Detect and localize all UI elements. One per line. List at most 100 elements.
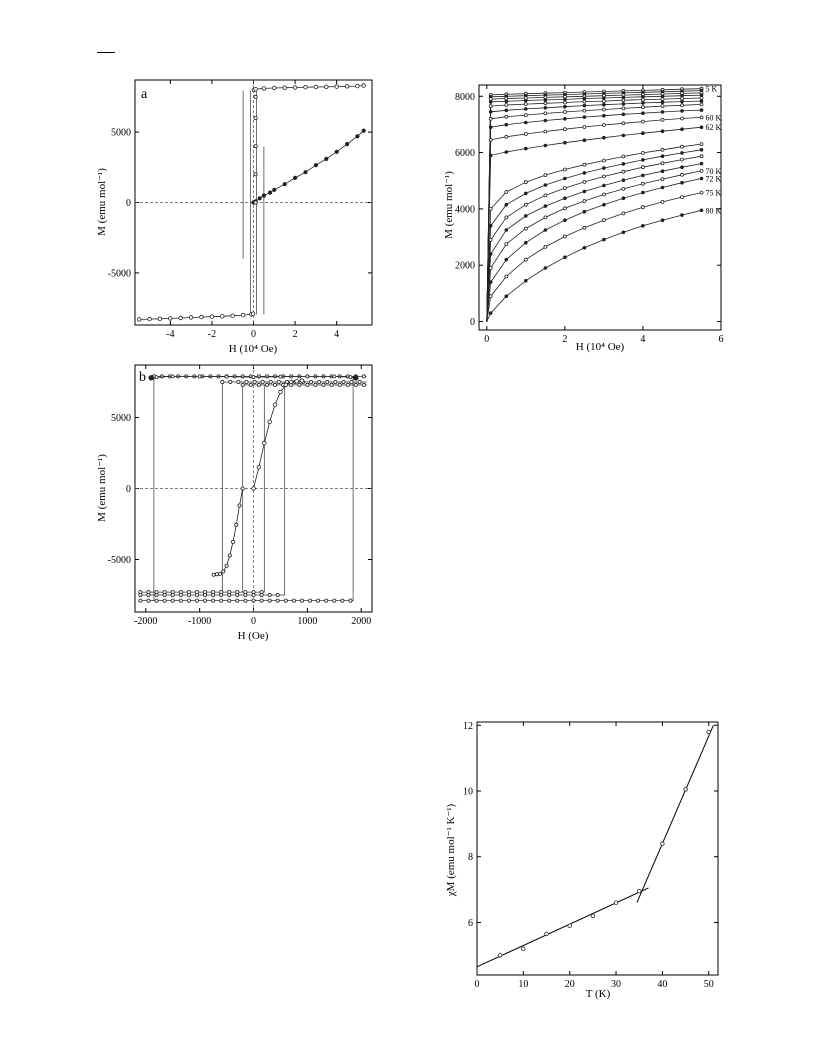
data-point bbox=[293, 175, 298, 180]
data-point bbox=[303, 170, 308, 175]
y-axis-title: χM (emu mol⁻¹ K⁻¹) bbox=[445, 803, 457, 897]
data-point bbox=[227, 590, 232, 595]
data-point bbox=[357, 379, 362, 384]
data-point bbox=[602, 113, 606, 118]
data-point bbox=[488, 311, 493, 315]
data-point bbox=[660, 200, 665, 204]
data-point bbox=[236, 379, 241, 384]
data-point bbox=[251, 375, 256, 380]
data-point bbox=[504, 215, 509, 220]
data-point bbox=[334, 84, 339, 89]
data-point bbox=[567, 923, 572, 928]
data-point bbox=[256, 374, 261, 379]
data-point bbox=[680, 116, 684, 121]
data-point bbox=[168, 316, 173, 321]
data-point bbox=[563, 104, 567, 109]
data-point bbox=[680, 157, 684, 162]
data-point bbox=[253, 87, 258, 92]
data-point bbox=[523, 102, 528, 107]
data-point bbox=[563, 97, 567, 102]
data-point bbox=[325, 379, 330, 384]
data-point bbox=[524, 240, 528, 245]
data-point bbox=[621, 112, 626, 117]
x-tick-label: 30 bbox=[611, 979, 621, 990]
y-axis-title: M (emu mol⁻¹) bbox=[96, 454, 108, 522]
series-label: 62 K bbox=[705, 123, 721, 132]
data-point bbox=[228, 379, 233, 384]
data-point bbox=[237, 503, 242, 508]
data-point bbox=[329, 382, 334, 387]
data-point bbox=[680, 96, 684, 101]
data-point bbox=[582, 96, 587, 101]
chart-panel-isotherms: 0 2 4 6 0 2000 4000 6000 8000 5 K 60 K62 K 70 K72 K… bbox=[443, 84, 724, 353]
data-point bbox=[640, 97, 645, 102]
data-point bbox=[699, 115, 704, 120]
data-point bbox=[699, 161, 704, 166]
data-point bbox=[660, 177, 665, 181]
data-point bbox=[641, 224, 645, 228]
data-point bbox=[203, 590, 208, 595]
data-point bbox=[221, 569, 226, 574]
data-point bbox=[498, 953, 503, 958]
data-point bbox=[621, 169, 626, 174]
data-point bbox=[264, 374, 269, 379]
data-point bbox=[211, 598, 216, 603]
data-point bbox=[660, 100, 665, 105]
data-point bbox=[194, 590, 199, 595]
x-tick-label: 4 bbox=[640, 334, 645, 345]
data-point bbox=[227, 553, 232, 558]
data-point bbox=[582, 108, 587, 113]
data-point bbox=[264, 382, 269, 387]
x-tick-label: 2000 bbox=[351, 616, 371, 627]
data-point bbox=[563, 176, 567, 181]
data-point bbox=[641, 190, 645, 195]
data-point bbox=[680, 144, 684, 149]
data-point bbox=[220, 379, 225, 384]
data-point bbox=[219, 598, 224, 603]
data-point bbox=[252, 379, 257, 384]
data-point bbox=[253, 116, 258, 121]
isotherm-line-14 bbox=[486, 170, 702, 322]
data-point bbox=[636, 888, 642, 894]
data-point bbox=[340, 598, 345, 603]
x-tick-label: 40 bbox=[657, 979, 667, 990]
data-point bbox=[613, 900, 619, 905]
data-point bbox=[601, 192, 606, 197]
x-axis-title: H (10⁴ Oe) bbox=[229, 343, 278, 355]
data-point bbox=[563, 255, 567, 260]
data-point bbox=[640, 151, 645, 155]
data-point bbox=[563, 140, 567, 145]
data-point bbox=[660, 97, 665, 102]
data-point bbox=[621, 162, 626, 166]
series-label: 60 K bbox=[705, 113, 721, 122]
isotherm-line-8 bbox=[486, 117, 702, 322]
y-tick-label: 12 bbox=[463, 721, 473, 732]
data-point bbox=[699, 169, 704, 173]
data-point bbox=[601, 174, 606, 179]
data-point bbox=[324, 84, 329, 89]
y-tick-label: 6 bbox=[468, 918, 473, 929]
data-point bbox=[504, 150, 509, 154]
data-point bbox=[543, 143, 548, 148]
data-point bbox=[521, 946, 526, 951]
x-tick-label: 2 bbox=[293, 329, 298, 340]
x-tick-label: 0 bbox=[484, 334, 489, 345]
data-point bbox=[660, 169, 665, 173]
data-point bbox=[523, 180, 528, 185]
data-point bbox=[590, 913, 596, 919]
x-tick-label: -4 bbox=[166, 329, 174, 340]
data-point bbox=[660, 104, 665, 109]
data-point bbox=[582, 189, 587, 194]
series-label: 80 K bbox=[705, 206, 721, 215]
y-tick-label: -5000 bbox=[108, 268, 131, 279]
data-point bbox=[267, 419, 272, 424]
data-point bbox=[230, 539, 235, 544]
data-point bbox=[240, 374, 245, 379]
data-point bbox=[154, 375, 159, 380]
y-tick-label: 4000 bbox=[455, 204, 475, 215]
data-point bbox=[563, 196, 567, 200]
data-point bbox=[349, 379, 354, 384]
data-point bbox=[332, 598, 337, 603]
data-point bbox=[543, 98, 548, 102]
data-point bbox=[504, 202, 509, 207]
